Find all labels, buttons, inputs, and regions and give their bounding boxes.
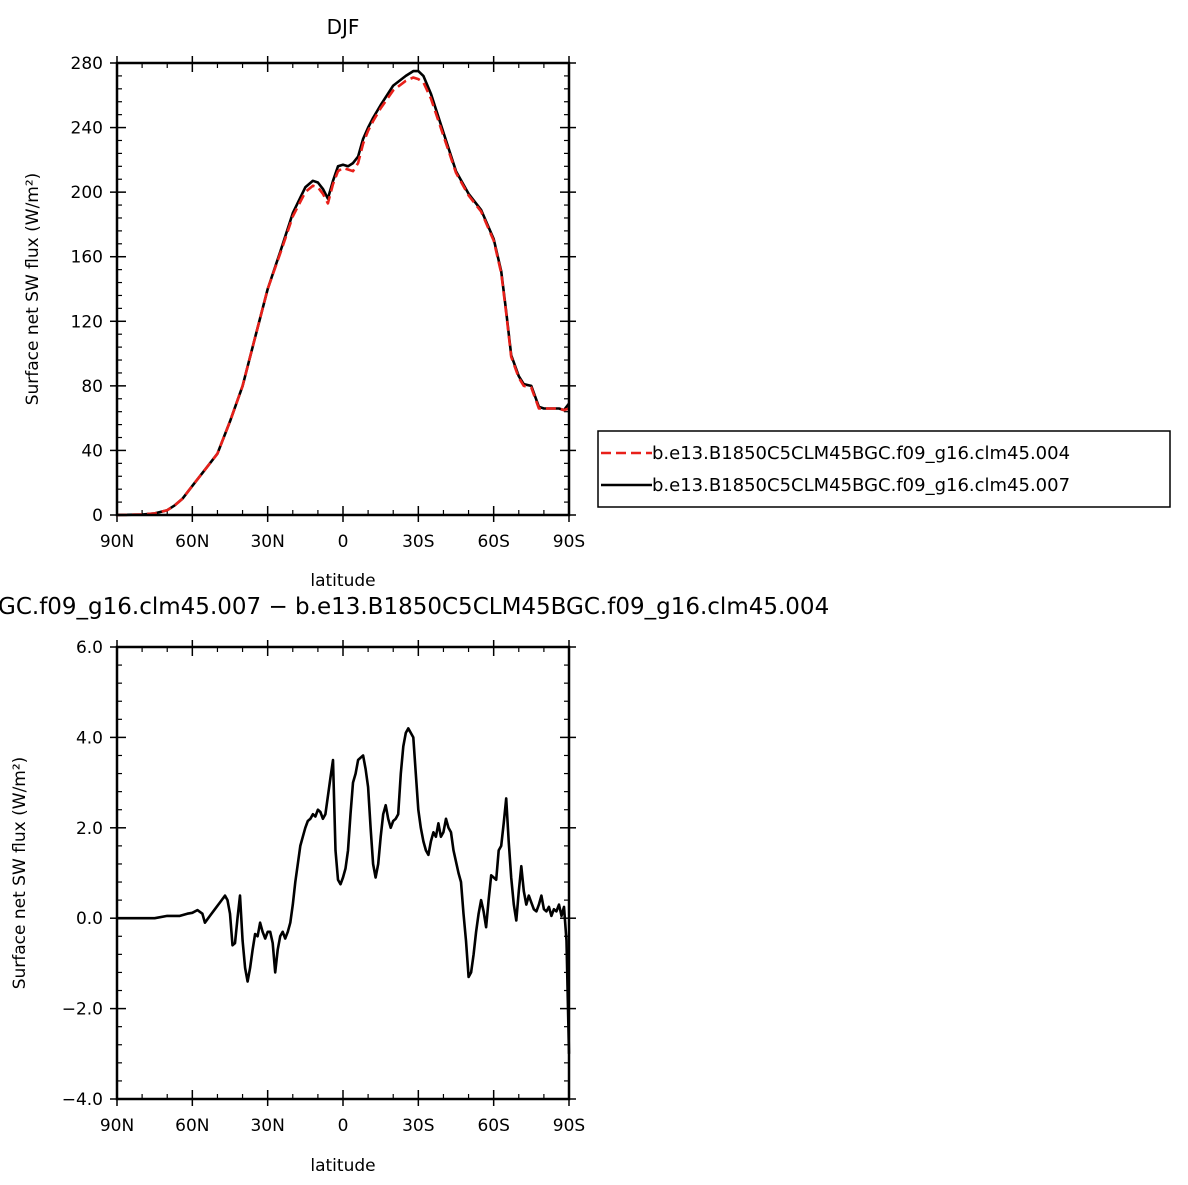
top-plot-frame — [115, 61, 571, 517]
y-tick-label: 200 — [71, 183, 103, 203]
legend-label-007: b.e13.B1850C5CLM45BGC.f09_g16.clm45.007 — [652, 475, 1070, 496]
bottom-plot-tick-labels: 90N 60N 30N 0 30S 60S 90S −4.0 −2.0 0.0 2.0 4.0 6.0 — [62, 638, 586, 1136]
series-line-1 — [116, 76, 570, 517]
top-plot-tick-labels: 90N 60N 30N 0 30S 60S 90S 0 40 80 120 160 200 240 280 — [71, 54, 586, 552]
series-line-2 — [116, 69, 571, 517]
y-tick-label: −2.0 — [62, 1000, 103, 1020]
x-tick-label: 30N — [250, 1116, 284, 1136]
x-tick-label: 90N — [100, 532, 134, 552]
top-plot: DJF 90N 60N 30N 0 30S 60S 90S 0 40 80 120 160 200 240… — [23, 15, 585, 591]
bottom-plot-frame — [115, 645, 571, 1101]
y-tick-label: 160 — [71, 248, 103, 268]
x-tick-label: 90S — [553, 1116, 585, 1136]
top-plot-ylabel: Surface net SW flux (W/m²) — [23, 173, 43, 406]
legend-label-004: b.e13.B1850C5CLM45BGC.f09_g16.clm45.004 — [652, 443, 1070, 464]
bottom-plot-series — [117, 727, 571, 1054]
legend: b.e13.B1850C5CLM45BGC.f09_g16.clm45.004 … — [597, 430, 1171, 508]
x-tick-label: 60S — [477, 1116, 509, 1136]
bottom-plot-ylabel: Surface net SW flux (W/m²) — [10, 757, 30, 990]
x-tick-label: 0 — [338, 532, 349, 552]
series-line-1 — [117, 727, 571, 1054]
x-tick-label: 60S — [477, 532, 509, 552]
y-tick-label: 80 — [81, 377, 103, 397]
y-tick-label: 0 — [92, 506, 103, 526]
x-tick-label: 0 — [338, 1116, 349, 1136]
bottom-plot-xlabel: latitude — [310, 1156, 375, 1176]
top-plot-xlabel: latitude — [310, 571, 375, 591]
x-tick-label: 60N — [175, 532, 209, 552]
x-tick-label: 60N — [175, 1116, 209, 1136]
y-tick-label: 4.0 — [76, 728, 103, 748]
bottom-plot: GC.f09_g16.clm45.007 − b.e13.B1850C5CLM4… — [0, 594, 829, 1176]
top-plot-series — [116, 69, 571, 517]
y-tick-label: 280 — [71, 54, 103, 74]
y-tick-label: 120 — [71, 312, 103, 332]
x-tick-label: 30N — [250, 532, 284, 552]
top-plot-title: DJF — [327, 15, 360, 39]
bottom-plot-title: GC.f09_g16.clm45.007 − b.e13.B1850C5CLM4… — [0, 594, 829, 620]
y-tick-label: −4.0 — [62, 1090, 103, 1110]
x-tick-label: 90S — [553, 532, 585, 552]
y-tick-label: 0.0 — [76, 909, 103, 929]
y-tick-label: 6.0 — [76, 638, 103, 658]
top-plot-ticks — [110, 56, 576, 522]
x-tick-label: 30S — [402, 532, 434, 552]
y-tick-label: 40 — [81, 441, 103, 461]
x-tick-label: 30S — [402, 1116, 434, 1136]
y-tick-label: 2.0 — [76, 819, 103, 839]
x-tick-label: 90N — [100, 1116, 134, 1136]
legend-box — [597, 430, 1171, 508]
y-tick-label: 240 — [71, 119, 103, 139]
